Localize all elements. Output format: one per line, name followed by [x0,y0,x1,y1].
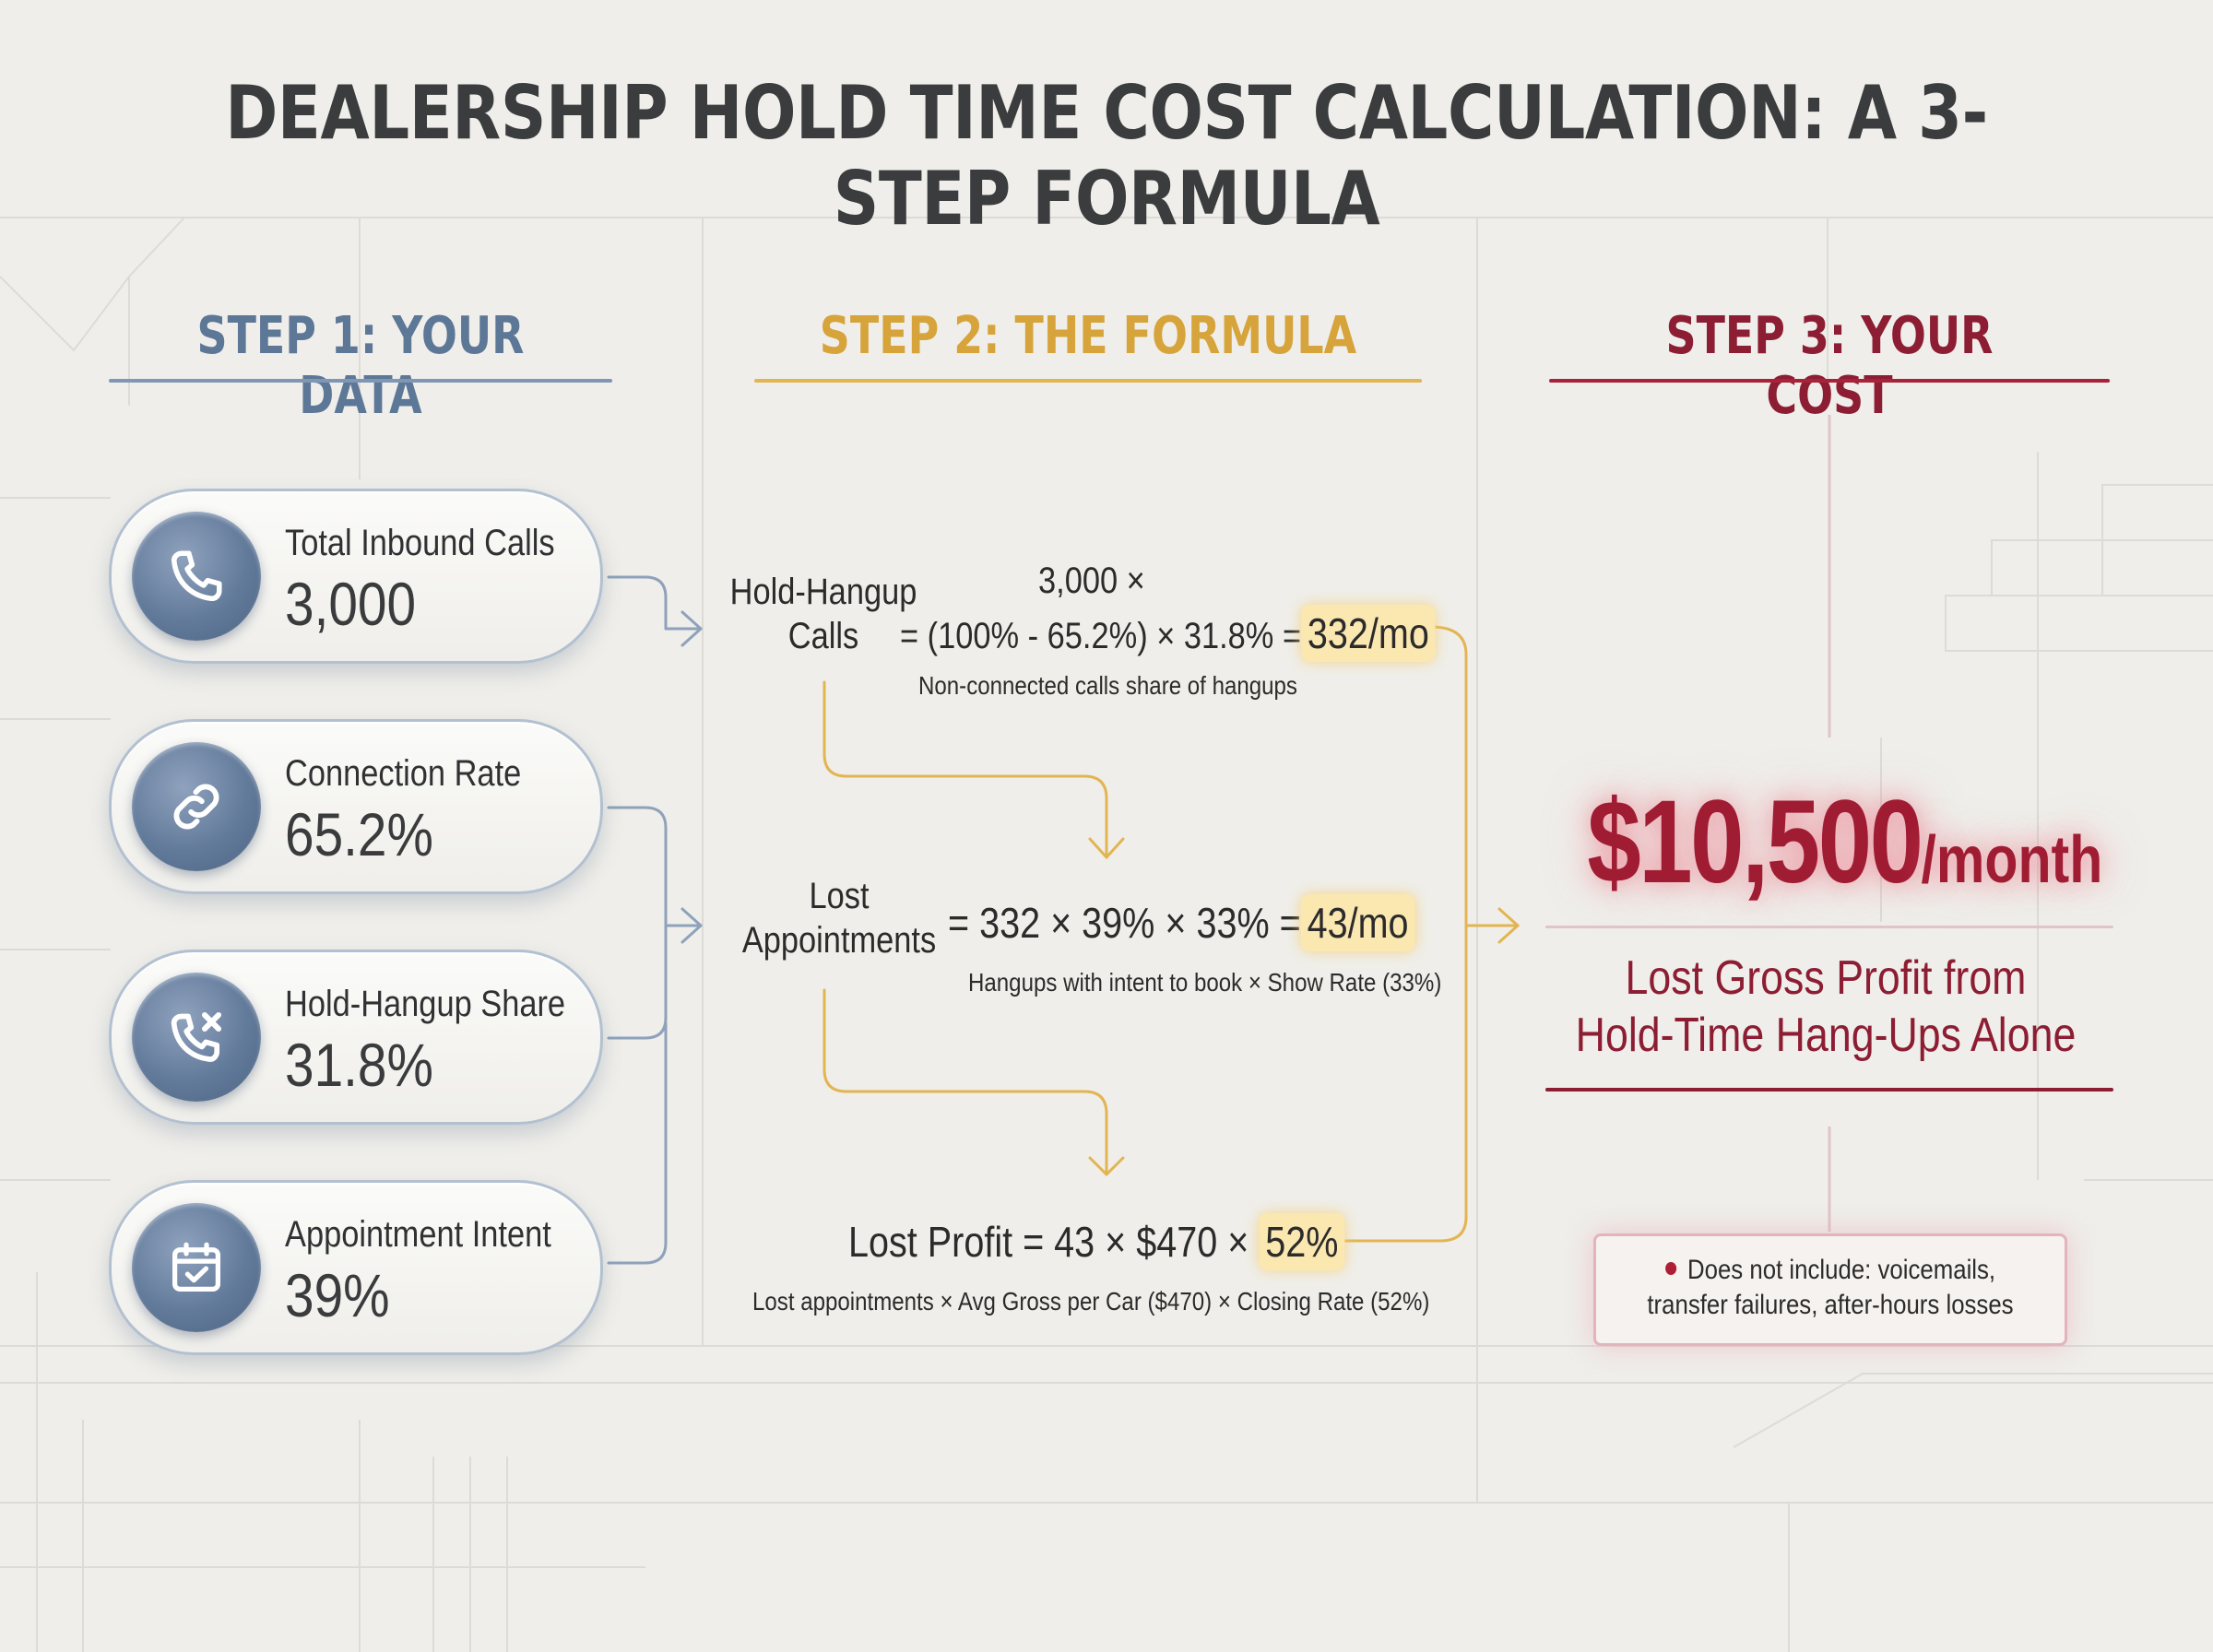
phone-hangup-icon [132,973,261,1102]
formula-hold-hangup-line1: 3,000 × [1038,560,1145,601]
data-card-connection-rate: Connection Rate 65.2% [109,719,603,894]
calendar-check-icon [132,1203,261,1332]
formula-lost-appointments-label: Lost Appointments [741,876,937,961]
cost-unit: /month [1921,823,2103,897]
formula-lost-appointments-result: 43/mo [1300,894,1415,951]
data-card-appointment-intent: Appointment Intent 39% [109,1180,603,1355]
disclaimer-label: Does not include: voicemails, transfer f… [1647,1255,2014,1320]
card-value: 31.8% [285,1031,433,1099]
formula-lost-profit-expr: Lost Profit = 43 × $470 × [848,1218,1249,1266]
card-label: Connection Rate [285,753,522,794]
card-label: Hold-Hangup Share [285,984,566,1024]
formula-lost-appointments-expr: = 332 × 39% × 33% = [948,899,1301,947]
card-value: 3,000 [285,570,417,638]
formula-lost-appointments-expression: = 332 × 39% × 33% = 43/mo [948,894,1415,951]
page-title: DEALERSHIP HOLD TIME COST CALCULATION: A… [225,70,1988,242]
disclaimer-box: Does not include: voicemails, transfer f… [1593,1233,2067,1346]
card-value: 65.2% [285,800,433,868]
formula-lost-profit-result: 52% [1259,1213,1345,1270]
cost-amount: $10,500 [1587,776,1923,908]
cost-description-line1: Lost Gross Profit from [1625,951,2027,1005]
link-icon [132,742,261,871]
formula-hold-hangup-result: 332/mo [1301,605,1436,662]
formula-hold-hangup-expression: = (100% - 65.2%) × 31.8% = 332/mo [900,605,1436,662]
bullet-dot-icon [1664,1262,1676,1276]
step1-heading: STEP 1: YOUR DATA [196,306,525,426]
step1-underline [109,379,612,383]
step3-underline [1549,379,2110,383]
formula-lost-profit-expression: Lost Profit = 43 × $470 × 52% [848,1213,1345,1270]
step2-underline [754,379,1422,383]
cost-divider-top [1545,926,2113,928]
card-value: 39% [285,1261,390,1329]
step3-heading: STEP 3: YOUR COST [1665,306,1994,426]
phone-icon [132,512,261,641]
monthly-cost-total: $10,500/month [1531,774,2121,910]
cost-description-line2: Hold-Time Hang-Ups Alone [1575,1009,2077,1062]
formula-hold-hangup-label: Hold-Hangup Calls [729,572,917,656]
formula-lost-profit-note: Lost appointments × Avg Gross per Car ($… [752,1287,1430,1316]
step2-heading: STEP 2: THE FORMULA [819,306,1357,366]
cost-divider-bottom [1545,1088,2113,1092]
data-card-hold-hangup-share: Hold-Hangup Share 31.8% [109,950,603,1125]
cost-description: Lost Gross Profit from Hold-Time Hang-Up… [1572,950,2079,1064]
disclaimer-text: Does not include: voicemails, transfer f… [1629,1253,2032,1323]
formula-hold-hangup-line2: = (100% - 65.2%) × 31.8% = [900,616,1302,656]
formula-lost-appointments-note: Hangups with intent to book × Show Rate … [968,968,1442,997]
card-label: Appointment Intent [285,1214,551,1255]
formula-hold-hangup-note: Non-connected calls share of hangups [918,671,1297,700]
data-card-total-inbound-calls: Total Inbound Calls 3,000 [109,489,603,664]
card-label: Total Inbound Calls [285,523,555,563]
